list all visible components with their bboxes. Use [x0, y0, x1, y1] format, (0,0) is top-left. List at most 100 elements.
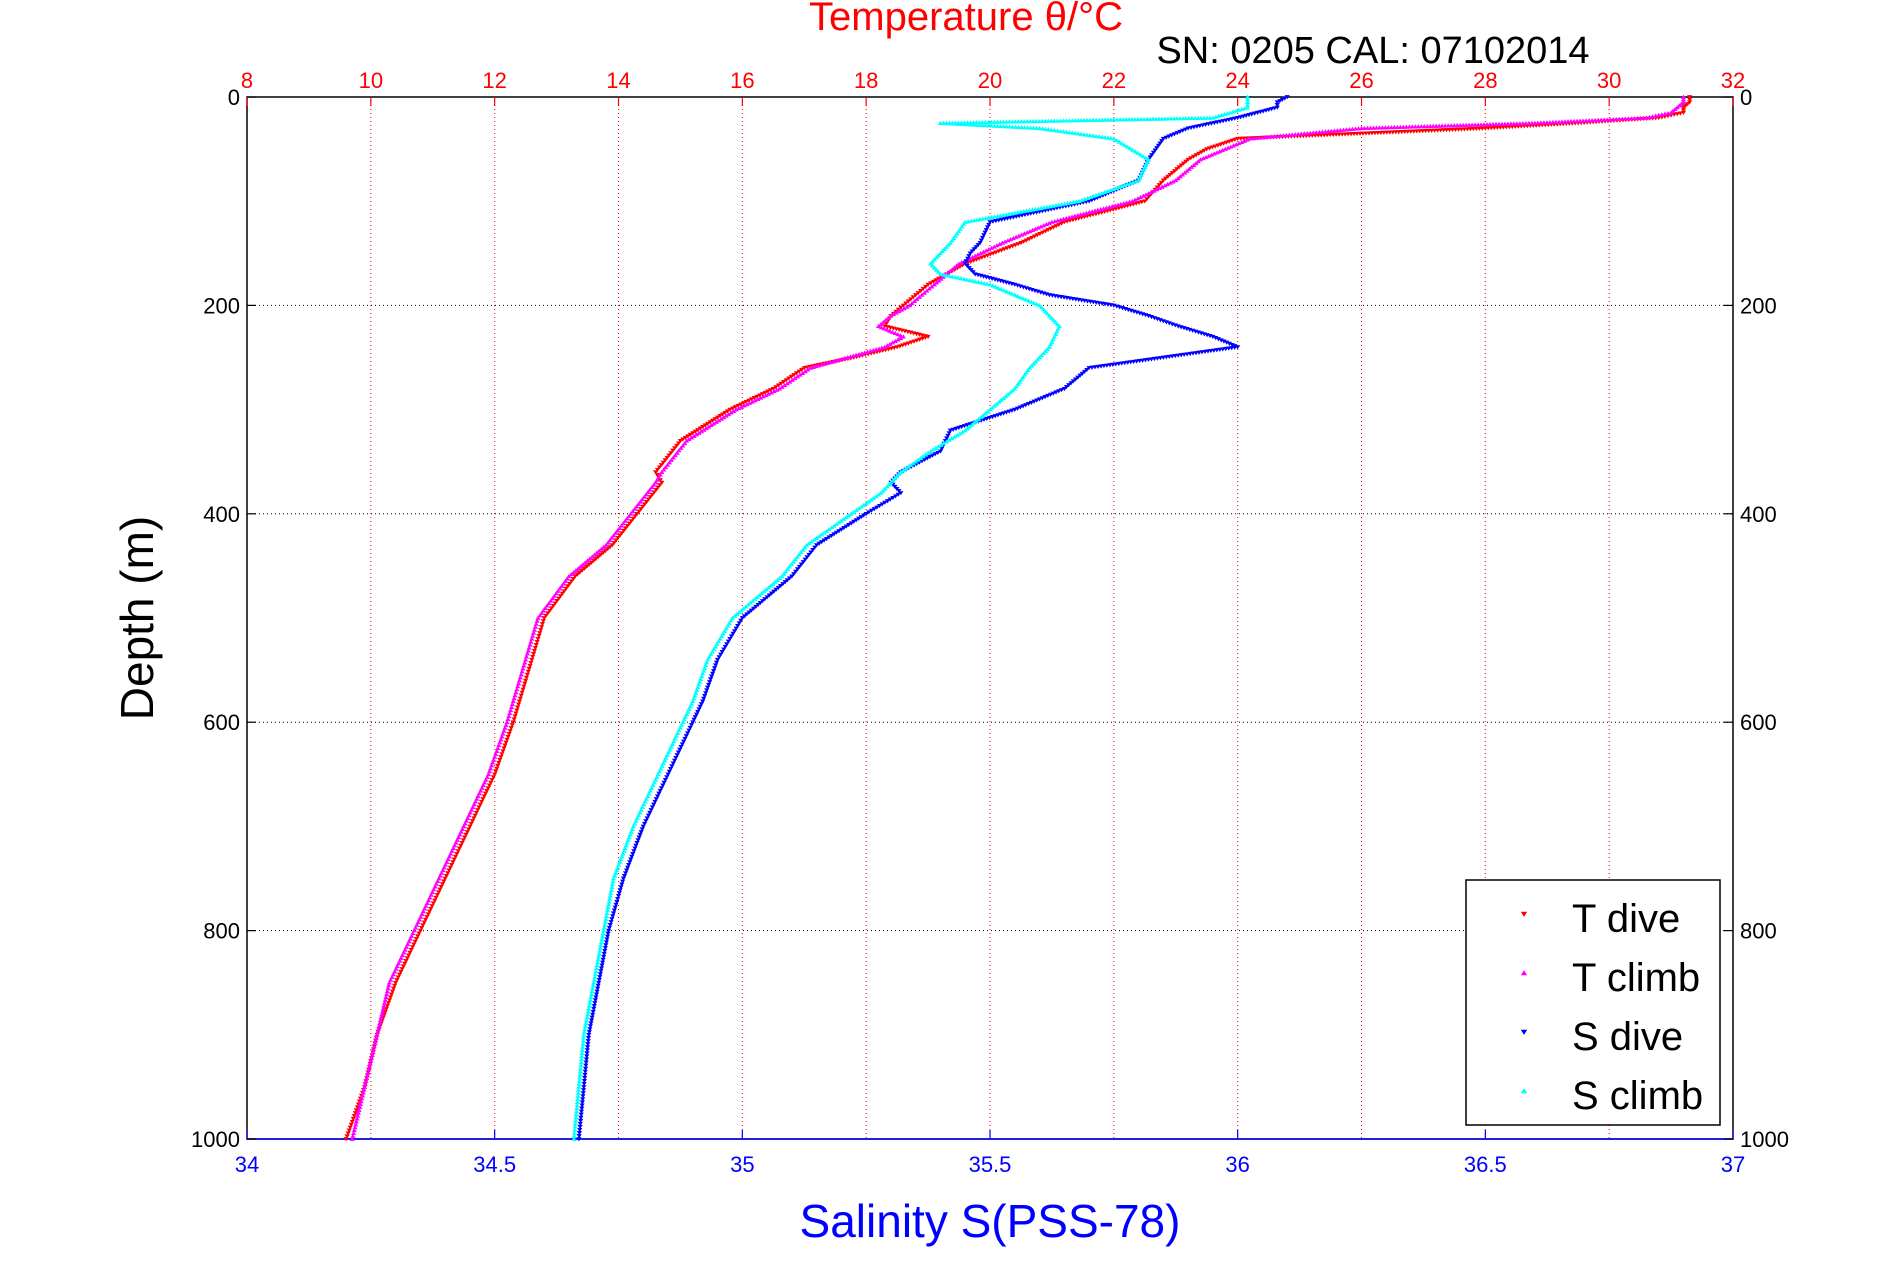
data-point	[1000, 212, 1006, 217]
data-point	[594, 962, 600, 968]
data-point	[895, 492, 901, 497]
data-point	[881, 326, 887, 331]
data-point	[971, 247, 977, 252]
data-point	[516, 678, 523, 683]
data-point	[804, 542, 810, 547]
data-point	[927, 261, 934, 266]
data-point	[677, 747, 683, 752]
data-point	[1086, 210, 1092, 215]
data-point	[577, 1127, 583, 1133]
data-point	[1213, 114, 1219, 119]
data-point	[508, 726, 514, 731]
data-point	[749, 399, 755, 404]
data-point	[1225, 145, 1231, 150]
data-point	[954, 432, 960, 438]
data-point	[1042, 395, 1048, 400]
data-point	[1197, 157, 1204, 162]
data-point	[614, 528, 621, 533]
data-point	[548, 606, 555, 611]
data-point	[1165, 181, 1171, 187]
legend-marker	[1520, 1029, 1528, 1035]
data-point	[589, 1015, 595, 1020]
data-point	[1195, 159, 1201, 164]
data-point	[620, 851, 626, 856]
data-point	[390, 986, 397, 991]
data-point	[615, 894, 622, 899]
data-point	[1171, 132, 1177, 137]
data-point	[660, 460, 666, 465]
data-point	[496, 743, 502, 748]
data-point	[458, 843, 464, 848]
data-point	[430, 901, 437, 906]
data-point	[1023, 208, 1030, 213]
data-point	[1046, 220, 1052, 226]
data-point	[612, 905, 618, 910]
data-point	[621, 873, 628, 879]
data-point	[518, 693, 524, 698]
data-point	[757, 395, 764, 400]
data-point	[986, 222, 992, 227]
data-point	[622, 518, 628, 523]
data-point	[546, 600, 552, 606]
data-point	[559, 583, 565, 588]
data-point	[1054, 321, 1060, 326]
data-point	[655, 485, 661, 490]
data-point	[910, 295, 916, 300]
data-point	[586, 1006, 592, 1011]
data-point	[477, 802, 483, 807]
data-point	[617, 888, 623, 893]
data-point	[735, 623, 741, 629]
data-point	[502, 725, 508, 730]
data-point	[695, 685, 701, 690]
data-point	[1089, 198, 1095, 203]
data-point	[384, 991, 390, 997]
data-point	[451, 857, 457, 862]
data-point	[1005, 238, 1011, 243]
data-point	[599, 934, 606, 939]
data-point	[368, 1055, 375, 1060]
data-point	[1215, 337, 1222, 342]
data-point	[1009, 244, 1016, 249]
data-point	[978, 250, 984, 256]
data-point	[1217, 149, 1223, 154]
data-point	[657, 483, 663, 488]
data-point	[1121, 182, 1128, 188]
data-point	[587, 1024, 594, 1029]
data-point	[713, 419, 719, 424]
data-point	[1116, 139, 1122, 144]
data-point	[664, 775, 670, 780]
data-point	[798, 562, 804, 567]
data-point	[969, 422, 975, 427]
data-point	[802, 369, 808, 374]
chart-title: Temperature θ/°C	[809, 0, 1123, 39]
data-point	[617, 859, 623, 864]
data-point	[1244, 97, 1251, 102]
data-point	[597, 972, 603, 977]
data-point	[929, 259, 936, 264]
data-point	[653, 470, 659, 475]
data-point	[941, 246, 948, 251]
data-point	[918, 455, 924, 461]
data-point	[1035, 206, 1041, 211]
data-point	[895, 307, 901, 312]
data-point	[731, 629, 738, 634]
data-point	[1148, 189, 1154, 194]
data-point	[1025, 298, 1032, 303]
data-point	[362, 1081, 368, 1086]
data-point	[557, 586, 563, 591]
data-point	[518, 672, 524, 677]
data-point	[1646, 114, 1653, 120]
data-point	[459, 841, 465, 846]
data-point	[691, 717, 697, 722]
data-point	[980, 249, 987, 254]
data-point	[716, 655, 722, 660]
data-point	[578, 1112, 584, 1117]
data-point	[643, 819, 649, 824]
data-point	[994, 243, 1000, 248]
data-point	[1224, 111, 1230, 116]
data-point	[649, 805, 655, 810]
data-point	[497, 740, 503, 745]
data-point	[674, 753, 680, 758]
data-point	[1175, 176, 1181, 181]
data-point	[594, 989, 600, 994]
